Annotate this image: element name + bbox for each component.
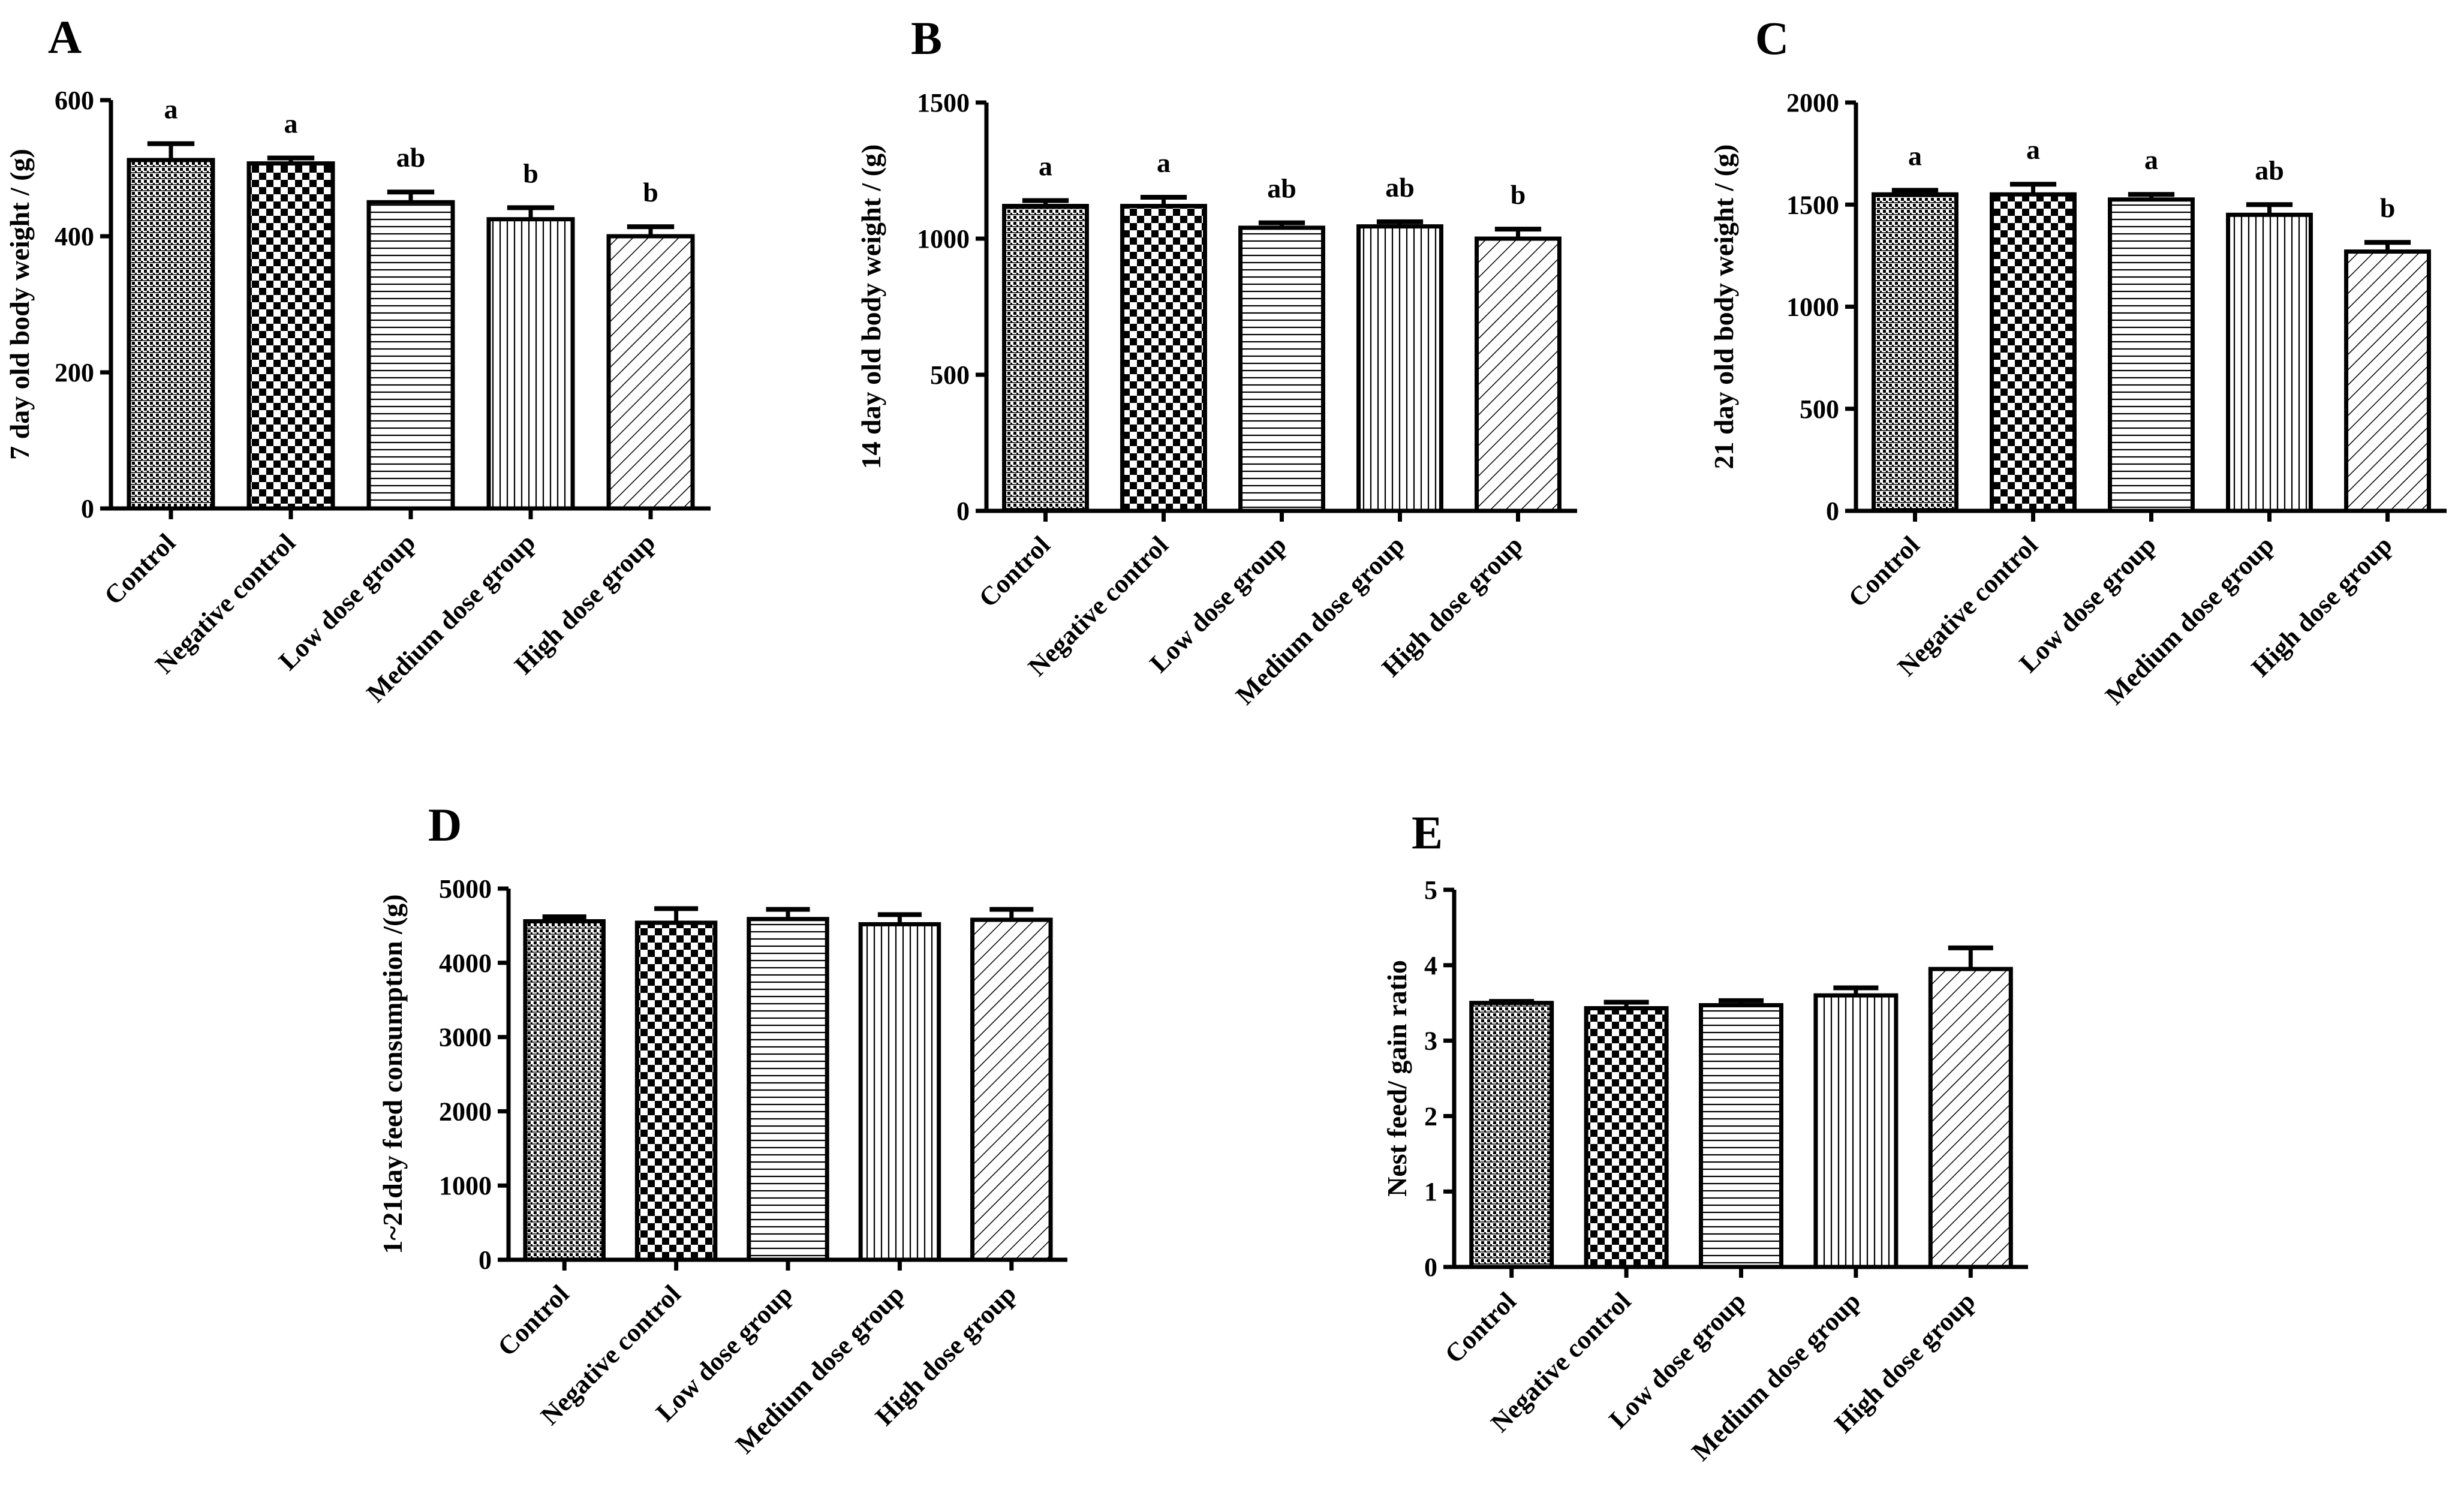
panel-e-y-tick-label: 0	[1424, 1253, 1437, 1282]
panel-c-y-tick-label: 0	[1826, 496, 1839, 526]
panel-c-y-tick-label: 1000	[1786, 293, 1839, 322]
panel-c-bar-negative-control-significance: a	[2026, 134, 2040, 165]
panel-c-bar-control	[1872, 192, 1958, 513]
panel-e-y-tick-label: 5	[1424, 875, 1437, 905]
panel-a-bar-medium-dose-group	[486, 217, 575, 511]
panel-b-y-tick-label: 0	[956, 496, 970, 526]
panel-e-bar-high-dose-group	[1928, 967, 2013, 1269]
panel-e-y-tick-label: 2	[1424, 1101, 1437, 1131]
panel-d: D1~21day feed consumption /(g)ControlNeg…	[377, 799, 1067, 1459]
panel-b-bar-negative-control	[1120, 204, 1207, 513]
panel-b-bar-medium-dose-group-significance: ab	[1385, 172, 1415, 203]
panel-a-bar-high-dose-group	[606, 234, 695, 511]
panel-c-bar-medium-dose-group-significance: ab	[2255, 155, 2284, 185]
panel-b-bar-high-dose-group	[1475, 236, 1562, 513]
panel-d-y-tick-label: 0	[479, 1245, 492, 1275]
panel-c-bar-negative-control	[1990, 192, 2077, 513]
panel-b-bar-control	[1002, 204, 1089, 513]
panel-c-letter: C	[1755, 12, 1789, 64]
panel-d-bar-low-dose-group	[747, 917, 829, 1262]
panel-e-y-tick-label: 1	[1424, 1177, 1437, 1206]
panel-c-y-tick-label: 500	[1800, 395, 1839, 424]
panel-b-category-label: Control	[973, 530, 1056, 613]
panel-b-y-axis-title: 14 day old body weight / (g)	[856, 145, 886, 469]
panel-b-bar-negative-control-significance: a	[1157, 148, 1171, 178]
panel-e-bar-medium-dose-group	[1813, 993, 1899, 1269]
panel-e-y-tick-label: 4	[1424, 951, 1437, 980]
panel-a-bar-negative-control	[246, 161, 335, 511]
panel-a-bar-low-dose-group	[366, 200, 455, 511]
panel-b-letter: B	[911, 12, 942, 64]
panel-a-y-tick-label: 400	[55, 222, 94, 251]
panel-a-bar-control	[127, 158, 215, 511]
panel-c-bar-high-dose-group-significance: b	[2380, 192, 2396, 223]
panel-e-bar-low-dose-group	[1699, 1003, 1783, 1269]
panel-a-bar-negative-control-significance: a	[284, 108, 298, 139]
panel-a-category-label: Control	[98, 528, 181, 610]
panel-e-bar-control	[1469, 1001, 1554, 1269]
panel-c-y-axis-title: 21 day old body weight / (g)	[1708, 145, 1739, 469]
panel-d-y-tick-label: 4000	[439, 949, 492, 978]
panel-c-bar-low-dose-group	[2108, 197, 2195, 513]
panel-b-bar-control-significance: a	[1039, 150, 1052, 181]
panel-d-bar-high-dose-group	[970, 917, 1053, 1262]
panel-a-y-tick-label: 0	[81, 494, 94, 523]
panel-b-y-tick-label: 500	[930, 360, 970, 390]
panel-d-bar-medium-dose-group	[858, 922, 941, 1262]
panel-d-letter: D	[428, 799, 462, 851]
panel-c-bar-medium-dose-group	[2226, 212, 2313, 513]
panel-a-bar-high-dose-group-significance: b	[643, 177, 658, 207]
panel-a-y-axis-title: 7 day old body weight / (g)	[4, 149, 35, 460]
panel-e-bar-negative-control	[1584, 1006, 1669, 1269]
panel-c-bar-low-dose-group-significance: a	[2144, 145, 2158, 175]
panel-c-y-tick-label: 1500	[1786, 190, 1839, 219]
panel-e-y-axis-title: Nest feed/ gain ratio	[1382, 960, 1412, 1197]
panel-a-y-tick-label: 600	[55, 86, 94, 115]
panel-b-y-tick-label: 1000	[917, 224, 970, 254]
panel-e-category-label: Control	[1439, 1286, 1522, 1369]
panel-d-y-tick-label: 1000	[439, 1171, 492, 1200]
panel-c-bar-control-significance: a	[1908, 140, 1922, 171]
panel-b: B14 day old body weight / (g) aControlaNe…	[856, 12, 1577, 711]
panel-d-y-tick-label: 2000	[439, 1097, 492, 1126]
panel-c-category-label: Control	[1843, 530, 1926, 613]
panel-d-y-tick-label: 3000	[439, 1023, 492, 1052]
panel-d-y-axis-title: 1~21day feed consumption /(g)	[377, 894, 408, 1254]
panel-c-bar-high-dose-group	[2344, 249, 2431, 513]
panel-b-y-tick-label: 1500	[917, 88, 970, 118]
panel-c-y-tick-label: 2000	[1786, 88, 1839, 118]
panel-a-letter: A	[48, 11, 82, 63]
panel-e-y-tick-label: 3	[1424, 1027, 1437, 1056]
panel-a: A7 day old body weight / (g)aControlaNeg…	[4, 11, 711, 708]
panel-d-category-label: Control	[492, 1279, 574, 1362]
panel-e-letter: E	[1412, 806, 1443, 859]
panel-a-bar-medium-dose-group-significance: b	[523, 158, 538, 188]
panel-a-y-tick-label: 200	[55, 358, 94, 387]
panel-d-y-tick-label: 5000	[439, 874, 492, 904]
panel-b-bar-low-dose-group	[1238, 225, 1325, 513]
panel-b-bar-high-dose-group-significance: b	[1511, 179, 1526, 210]
panel-a-bar-low-dose-group-significance: ab	[396, 142, 426, 173]
panel-b-bar-low-dose-group-significance: ab	[1267, 173, 1296, 204]
panel-b-bar-medium-dose-group	[1356, 224, 1443, 513]
panel-d-bar-control	[523, 919, 606, 1262]
panel-c: C21 day old body weight / (g) aControlaNe…	[1708, 12, 2447, 711]
panel-d-bar-negative-control	[634, 920, 718, 1262]
panel-a-bar-control-significance: a	[164, 94, 178, 125]
